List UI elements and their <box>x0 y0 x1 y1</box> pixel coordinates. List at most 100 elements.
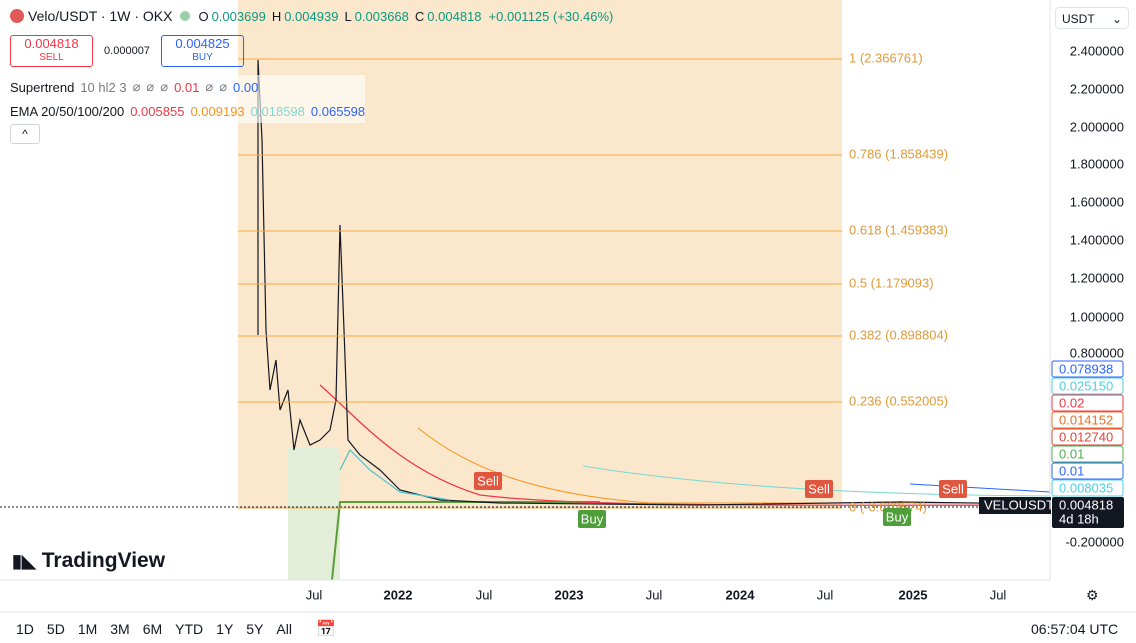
fib-label: 0.5 (1.179093) <box>849 275 934 290</box>
date-range-icon[interactable]: 📅 <box>316 621 336 638</box>
price-badge <box>1051 377 1124 395</box>
range-button[interactable]: All <box>276 621 292 637</box>
price-badge-text: 0.012740 <box>1059 429 1113 444</box>
header: Velo/USDT · 1W · OKX O 0.003699 H 0.004939 L… <box>10 8 613 24</box>
indicator-value: 0.018598 <box>250 103 305 119</box>
range-button[interactable]: 3M <box>110 621 130 637</box>
price-tick-label: 2.200000 <box>1070 81 1124 96</box>
range-bar: 1D 5D 1M 3M 6M YTD 1Y 5Y All <box>16 621 292 637</box>
fib-label: 0.786 (1.858439) <box>849 146 948 161</box>
time-tick-label: Jul <box>817 587 834 602</box>
ohlc-label: H <box>271 8 282 24</box>
price-badge-text: 0.02 <box>1059 395 1084 410</box>
ema-line <box>582 465 1051 497</box>
signal-label: Sell <box>942 481 964 496</box>
trade-panel: 0.004818 SELL 0.000007 0.004825 BUY <box>10 35 244 67</box>
signal-box <box>578 510 606 528</box>
price-badge-text: 0.01 <box>1059 446 1084 461</box>
indicator-value: ⌀ <box>160 79 169 94</box>
range-button[interactable]: 1Y <box>216 621 234 637</box>
time-tick-label: 2024 <box>726 587 756 602</box>
range-button[interactable]: 6M <box>142 621 163 637</box>
price-badge-text: 0.078938 <box>1059 361 1113 376</box>
range-button[interactable]: 5D <box>46 621 65 637</box>
currency-select[interactable]: USDT ⌄ <box>1055 7 1129 29</box>
indicator-value: ⌀ <box>219 79 228 94</box>
price-tick-label: 0.800000 <box>1070 345 1124 360</box>
symbol[interactable]: Velo/USDT · 1W · OKX <box>28 8 173 24</box>
indicator-row: EMA 20/50/100/200 0.005855 0.009193 0.01859… <box>10 99 366 123</box>
price-tick-label: 1.000000 <box>1070 309 1124 324</box>
indicator-value: 0.00 <box>233 79 259 95</box>
indicator-value: 0.009193 <box>190 103 245 119</box>
price-tick-label: 2.000000 <box>1070 119 1124 134</box>
signal-label: Buy <box>581 511 604 526</box>
ema-line <box>319 384 1051 506</box>
indicator-params: 10 hl2 3 <box>80 79 127 95</box>
supertrend-zone <box>288 448 340 580</box>
fib-label: 1 (2.366761) <box>849 50 923 65</box>
price-badge <box>1051 360 1124 378</box>
price-badge <box>1051 394 1124 412</box>
time-tick-label: 2023 <box>555 587 584 602</box>
signal-box <box>805 480 833 498</box>
buy-price: 0.004825 <box>175 36 230 51</box>
signal-label: Sell <box>477 473 499 488</box>
ohlc-label: C <box>414 8 425 24</box>
ohlc: O 0.003699 H 0.004939 L 0.003668 C 0.004818 <box>198 9 484 24</box>
logo: ▮◣ TradingView <box>12 549 166 572</box>
ohlc-label: L <box>344 8 352 24</box>
settings-icon[interactable]: ⚙ <box>1086 587 1099 603</box>
price-tick-label: 2.400000 <box>1070 43 1124 58</box>
indicator-value: ⌀ <box>146 79 155 94</box>
price-badge-text: 0.025150 <box>1059 378 1113 393</box>
time-tick-label: Jul <box>306 587 323 602</box>
sell-button[interactable]: 0.004818 SELL <box>10 35 93 67</box>
symbol-icon <box>10 9 24 23</box>
price-tick-label: 1.400000 <box>1070 232 1124 247</box>
range-button[interactable]: YTD <box>175 621 204 637</box>
currency: USDT <box>1062 12 1095 26</box>
clock: 06:57:04 UTC <box>1031 621 1119 637</box>
time-tick-label: Jul <box>476 587 493 602</box>
indicator-row: Supertrend 10 hl2 3 ⌀ ⌀ ⌀ 0.01 ⌀ ⌀ 0.00 <box>10 75 366 99</box>
range-button[interactable]: 1M <box>77 621 98 637</box>
time-tick-label: Jul <box>646 587 663 602</box>
collapse-button[interactable]: ^ <box>10 124 40 144</box>
range-button[interactable]: 5Y <box>246 621 264 637</box>
indicator-value: 0.01 <box>174 79 200 95</box>
spread: 0.000007 <box>104 45 150 57</box>
time-tick-label: Jul <box>990 587 1007 602</box>
indicators: Supertrend 10 hl2 3 ⌀ ⌀ ⌀ 0.01 ⌀ ⌀ 0.00 EMA 20/50… <box>10 75 366 123</box>
ema-line <box>909 483 1051 493</box>
price-badge <box>1051 462 1124 480</box>
time-tick-label: 2025 <box>899 587 928 602</box>
buy-button[interactable]: 0.004825 BUY <box>161 35 244 67</box>
indicator-value: ⌀ <box>205 79 214 94</box>
price-candles <box>339 448 451 501</box>
signal-box <box>939 480 967 498</box>
symbol-badge-name-box <box>979 497 1051 514</box>
symbol-badge-box <box>1052 497 1124 528</box>
price-badge <box>1051 428 1124 446</box>
supertrend-line <box>331 501 600 581</box>
range-button[interactable]: 1D <box>16 621 34 637</box>
sell-label: SELL <box>39 52 64 63</box>
buy-label: BUY <box>192 52 213 63</box>
symbol-badge-name: VELOUSDT <box>984 497 1054 512</box>
signal-box <box>883 508 911 526</box>
symbol-badge-countdown: 4d 18h <box>1059 511 1099 526</box>
fib-label: 0.382 (0.898804) <box>849 327 948 342</box>
indicator-value: 0.065598 <box>310 103 366 119</box>
price-badge <box>1051 479 1124 497</box>
price-candles <box>257 59 1051 506</box>
indicator-name: Supertrend <box>10 79 75 95</box>
price-badge <box>1051 445 1124 463</box>
price-badge-text: 0.014152 <box>1059 412 1113 427</box>
signal-label: Sell <box>808 481 830 496</box>
price-tick-label: -0.200000 <box>1065 534 1124 549</box>
price-badge-text: 0.008035 <box>1059 480 1113 495</box>
symbol-badge-price: 0.004818 <box>1059 497 1113 512</box>
time-tick-label: 2022 <box>384 587 413 602</box>
